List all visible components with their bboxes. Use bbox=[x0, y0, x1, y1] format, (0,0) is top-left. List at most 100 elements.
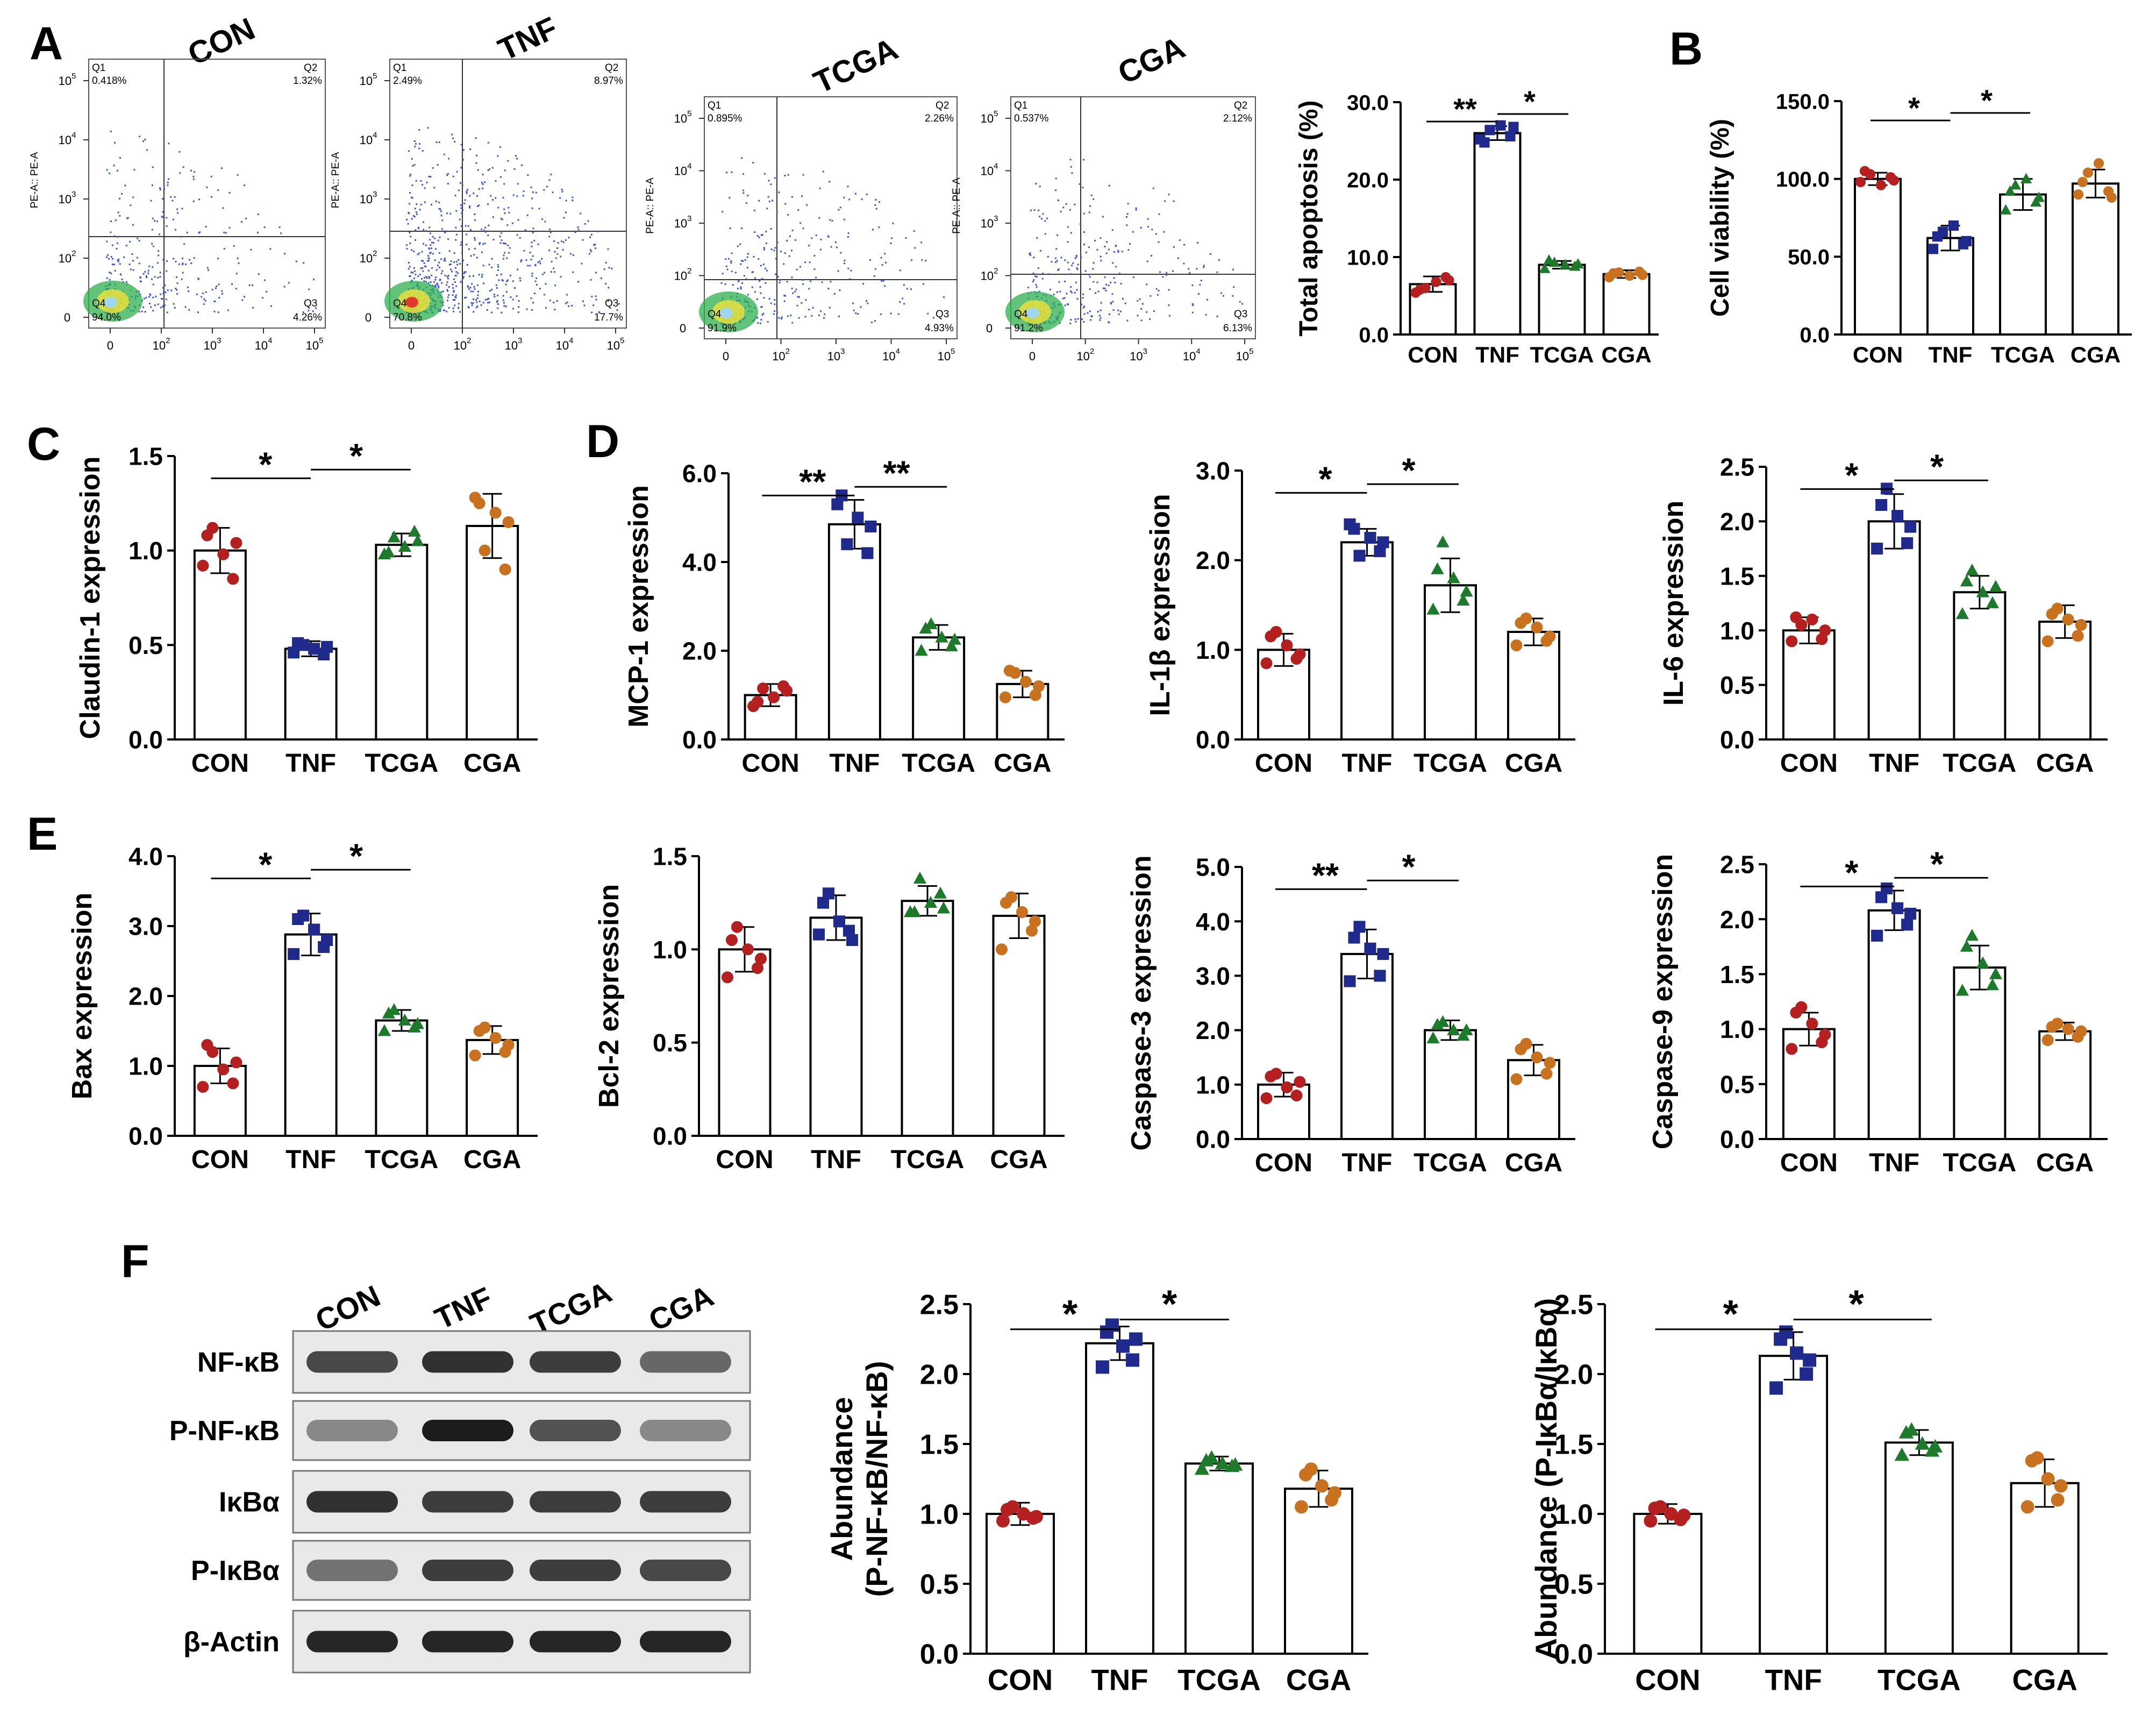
flow-event-dot bbox=[770, 248, 773, 251]
flow-event-dot bbox=[597, 230, 599, 232]
flow-event-dot bbox=[184, 306, 187, 308]
data-point-square bbox=[1353, 550, 1366, 562]
flow-event-dot bbox=[464, 296, 466, 298]
flow-event-dot bbox=[581, 262, 583, 265]
flow-event-dot bbox=[148, 296, 151, 298]
flow-event-dot bbox=[481, 276, 483, 278]
flow-event-dot bbox=[847, 232, 849, 234]
flow-event-dot bbox=[118, 259, 120, 261]
flow-event-dot bbox=[806, 204, 808, 206]
flow-event-dot bbox=[459, 311, 461, 313]
flow-event-dot bbox=[757, 322, 759, 324]
data-point-triangle bbox=[1431, 562, 1444, 574]
flow-event-dot bbox=[432, 236, 434, 238]
data-point-circle bbox=[1819, 624, 1831, 637]
flow-event-dot bbox=[774, 299, 776, 301]
flow-event-dot bbox=[199, 231, 201, 233]
flow-event-dot bbox=[899, 269, 901, 272]
data-point-triangle bbox=[1976, 585, 1990, 597]
flow-x-tick-exponent: 4 bbox=[268, 336, 272, 345]
flow-event-dot bbox=[179, 151, 181, 153]
x-tick-label: TNF bbox=[1091, 1664, 1148, 1697]
flow-event-dot bbox=[1069, 209, 1071, 211]
flow-event-dot bbox=[472, 298, 474, 300]
flow-event-dot bbox=[605, 261, 607, 264]
flow-event-dot bbox=[508, 211, 510, 214]
x-tick-label: TCGA bbox=[1413, 1148, 1487, 1177]
flow-event-dot bbox=[162, 287, 164, 289]
flow-event-dot bbox=[436, 269, 438, 271]
data-point-circle bbox=[781, 685, 793, 697]
data-point-circle bbox=[230, 537, 242, 549]
flow-event-dot bbox=[175, 260, 177, 262]
flow-event-dot bbox=[526, 308, 528, 310]
flow-event-dot bbox=[487, 298, 489, 301]
flow-event-dot bbox=[1041, 277, 1044, 280]
data-point-circle bbox=[1001, 1503, 1014, 1517]
flow-event-dot bbox=[196, 293, 198, 295]
flow-event-dot bbox=[1191, 284, 1194, 287]
flow-event-dot bbox=[430, 281, 432, 283]
blot-protein-label: P-NF-κB bbox=[169, 1415, 280, 1447]
flow-event-dot bbox=[157, 276, 159, 279]
flow-event-dot bbox=[438, 286, 440, 288]
flow-event-dot bbox=[218, 297, 220, 299]
flow-event-dot bbox=[524, 229, 526, 231]
flow-event-dot bbox=[902, 297, 904, 300]
flow-event-dot bbox=[1035, 283, 1037, 286]
flow-event-dot bbox=[1036, 237, 1038, 239]
flow-event-dot bbox=[132, 196, 134, 198]
flow-event-dot bbox=[1074, 257, 1076, 259]
flow-event-dot bbox=[489, 290, 491, 292]
flow-event-dot bbox=[1077, 318, 1079, 320]
flow-event-dot bbox=[883, 285, 886, 287]
flow-event-dot bbox=[157, 303, 159, 305]
flow-event-dot bbox=[759, 280, 761, 282]
flow-event-dot bbox=[910, 259, 912, 261]
flow-event-dot bbox=[1058, 281, 1060, 283]
flow-event-dot bbox=[798, 296, 800, 298]
flow-event-dot bbox=[223, 231, 225, 233]
blot-band bbox=[422, 1491, 513, 1513]
data-point-triangle bbox=[1198, 1453, 1214, 1467]
flow-event-dot bbox=[503, 305, 505, 307]
flow-event-dot bbox=[152, 245, 154, 247]
blot-row: NF-κB bbox=[197, 1330, 751, 1394]
flow-event-dot bbox=[409, 232, 411, 234]
y-tick-label: 0.0 bbox=[1720, 726, 1754, 754]
y-tick-label: 5.0 bbox=[1196, 853, 1230, 881]
data-point-circle bbox=[502, 516, 515, 529]
flow-event-dot bbox=[129, 240, 131, 243]
flow-event-dot bbox=[164, 304, 166, 307]
flow-event-dot bbox=[454, 275, 456, 277]
flow-event-dot bbox=[833, 293, 836, 295]
x-tick-label: CON bbox=[716, 1145, 773, 1174]
flow-x-tick-exponent: 4 bbox=[1196, 347, 1200, 356]
x-tick-label: TCGA bbox=[1943, 749, 2016, 778]
flow-y-tick-exponent: 4 bbox=[994, 162, 998, 171]
flow-event-dot bbox=[855, 312, 857, 314]
flow-event-dot bbox=[438, 208, 440, 210]
y-tick-label: 1.0 bbox=[1720, 617, 1754, 645]
flow-q4-label: Q4 bbox=[708, 309, 722, 320]
flow-event-dot bbox=[1064, 259, 1066, 261]
flow-event-dot bbox=[459, 263, 461, 265]
flow-q4-value: 91.9% bbox=[708, 323, 737, 334]
flow-event-dot bbox=[544, 220, 546, 223]
data-point-circle bbox=[2082, 167, 2094, 178]
flow-event-dot bbox=[447, 274, 449, 276]
flow-event-dot bbox=[412, 272, 414, 274]
flow-event-dot bbox=[784, 203, 787, 205]
flow-event-dot bbox=[730, 260, 732, 262]
flow-event-dot bbox=[1055, 248, 1058, 250]
data-point-square bbox=[1875, 499, 1888, 511]
flow-event-dot bbox=[457, 272, 459, 274]
flow-event-dot bbox=[737, 288, 739, 290]
flow-event-dot bbox=[145, 296, 147, 298]
flow-q1-value: 0.895% bbox=[708, 113, 743, 124]
flow-event-dot bbox=[765, 282, 767, 284]
blot-band bbox=[530, 1420, 621, 1441]
data-point-square bbox=[822, 887, 835, 900]
flow-event-dot bbox=[530, 259, 532, 261]
